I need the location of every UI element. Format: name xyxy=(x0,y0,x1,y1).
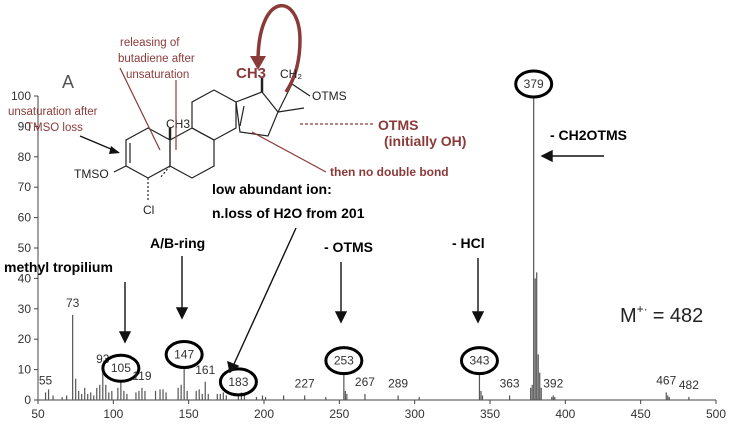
peak-label-mz-467: 467 xyxy=(656,373,676,387)
methyl-loop-arrow xyxy=(250,3,302,93)
note-otms: OTMS xyxy=(378,117,418,133)
annotation-otms: - OTMS xyxy=(324,239,373,255)
peak-label-mz-147: 147 xyxy=(174,348,194,362)
y-tick-label-50: 50 xyxy=(18,241,32,255)
y-tick-label-100: 100 xyxy=(11,89,31,103)
annotation-n-loss: n.loss of H2O from 201 xyxy=(212,205,365,221)
molecular-ion-label: M+· = 482 xyxy=(620,302,703,327)
note-releasing-3: unsaturation xyxy=(126,69,189,81)
note-no-double-bond: then no double bond xyxy=(330,165,449,179)
peak-label-mz-392: 392 xyxy=(543,376,563,390)
peak-label-mz-253: 253 xyxy=(334,354,354,368)
h-bond xyxy=(159,165,171,179)
spectrum-layer: 50 100 150 200 250 300 350 400 450 500 0 10 20 30 40 50… xyxy=(11,69,726,421)
peak-circle-mz-343 xyxy=(459,346,499,376)
peak-circle-mz-147 xyxy=(164,340,204,370)
y-tick-label-10: 10 xyxy=(18,363,32,377)
y-tick-label-0: 0 xyxy=(24,393,31,407)
structure-tmso-label: TMSO xyxy=(74,167,109,181)
y-tick-label-70: 70 xyxy=(18,180,32,194)
peak-label-mz-343: 343 xyxy=(469,354,489,368)
x-tick-label-400: 400 xyxy=(555,407,575,421)
note-unsat-2: TMSO loss xyxy=(26,122,83,134)
axis-ticks: 50 100 150 200 250 300 350 400 450 500 0 10 20 30 40 50… xyxy=(11,89,726,421)
panel-label: A xyxy=(62,72,74,92)
annotation-ab-ring: A/B-ring xyxy=(150,235,205,251)
peak-label-mz-161: 161 xyxy=(195,363,215,377)
note-unsat-1: unsaturation after xyxy=(8,106,98,118)
structure-cl-label: Cl xyxy=(143,203,154,217)
annotation-ch2otms: - CH2OTMS xyxy=(550,127,627,143)
note-releasing-2: butadiene after xyxy=(118,53,195,65)
ch2-otms-bond xyxy=(291,83,311,97)
annotation-methyl-tropilium: methyl tropilium xyxy=(4,259,113,275)
peak-circle-mz-253 xyxy=(324,346,364,376)
structure-ch2-label: CH₂ xyxy=(280,67,302,81)
structure-otms-label: OTMS xyxy=(312,89,347,103)
structure-ch3-label: CH3 xyxy=(236,65,266,82)
peak-label-mz-105: 105 xyxy=(111,361,131,375)
peak-label-mz-183: 183 xyxy=(228,375,248,389)
tmso-bond xyxy=(113,165,127,173)
x-tick-label-150: 150 xyxy=(179,407,199,421)
x-tick-label-450: 450 xyxy=(631,407,651,421)
peak-label-mz-267: 267 xyxy=(355,375,375,389)
x-tick-label-350: 350 xyxy=(480,407,500,421)
note-releasing-1: releasing of xyxy=(120,37,180,49)
ring-d xyxy=(235,91,279,137)
peak-label-mz-482: 482 xyxy=(679,378,699,392)
peak-label-mz-227: 227 xyxy=(295,376,315,390)
peak-bars xyxy=(44,96,690,400)
annotation-arrows xyxy=(118,149,604,374)
peak-circle-mz-105 xyxy=(101,353,141,383)
structure-c10-ch3-label: CH3 xyxy=(166,117,190,131)
ring-a xyxy=(125,127,171,179)
y-tick-label-40: 40 xyxy=(18,271,32,285)
y-tick-label-30: 30 xyxy=(18,302,32,316)
ring-d-double-bond xyxy=(239,105,245,127)
peak-label-mz-379: 379 xyxy=(524,77,544,91)
peak-label-mz-363: 363 xyxy=(500,376,520,390)
x-tick-label-100: 100 xyxy=(103,407,123,421)
structure-note-arrows xyxy=(119,67,374,173)
x-tick-label-200: 200 xyxy=(254,407,274,421)
ring-b xyxy=(169,127,215,179)
annotation-low-abundant: low abundant ion: xyxy=(212,181,332,197)
x-tick-label-500: 500 xyxy=(706,407,726,421)
ring-c xyxy=(191,89,237,141)
peak-circle-mz-379 xyxy=(514,69,554,99)
peak-label-mz-119: 119 xyxy=(132,369,151,383)
c20-bond xyxy=(277,107,305,113)
peak-circle-mz-183 xyxy=(218,367,258,397)
x-tick-label-300: 300 xyxy=(405,407,425,421)
y-tick-label-80: 80 xyxy=(18,150,32,164)
x-tick-label-250: 250 xyxy=(329,407,349,421)
y-tick-label-60: 60 xyxy=(18,211,32,225)
y-tick-label-20: 20 xyxy=(18,332,32,346)
steroid-structure xyxy=(113,78,311,200)
annotation-hcl: - HCl xyxy=(452,235,485,251)
peak-label-mz-73: 73 xyxy=(66,296,80,310)
peak-label-mz-289: 289 xyxy=(388,376,408,390)
y-tick-label-90: 90 xyxy=(18,119,32,133)
unsaturation-arrow xyxy=(79,135,120,154)
peak-label-mz-55: 55 xyxy=(39,373,53,387)
x-tick-label-50: 50 xyxy=(31,407,45,421)
note-initially-oh: (initially OH) xyxy=(384,133,466,149)
